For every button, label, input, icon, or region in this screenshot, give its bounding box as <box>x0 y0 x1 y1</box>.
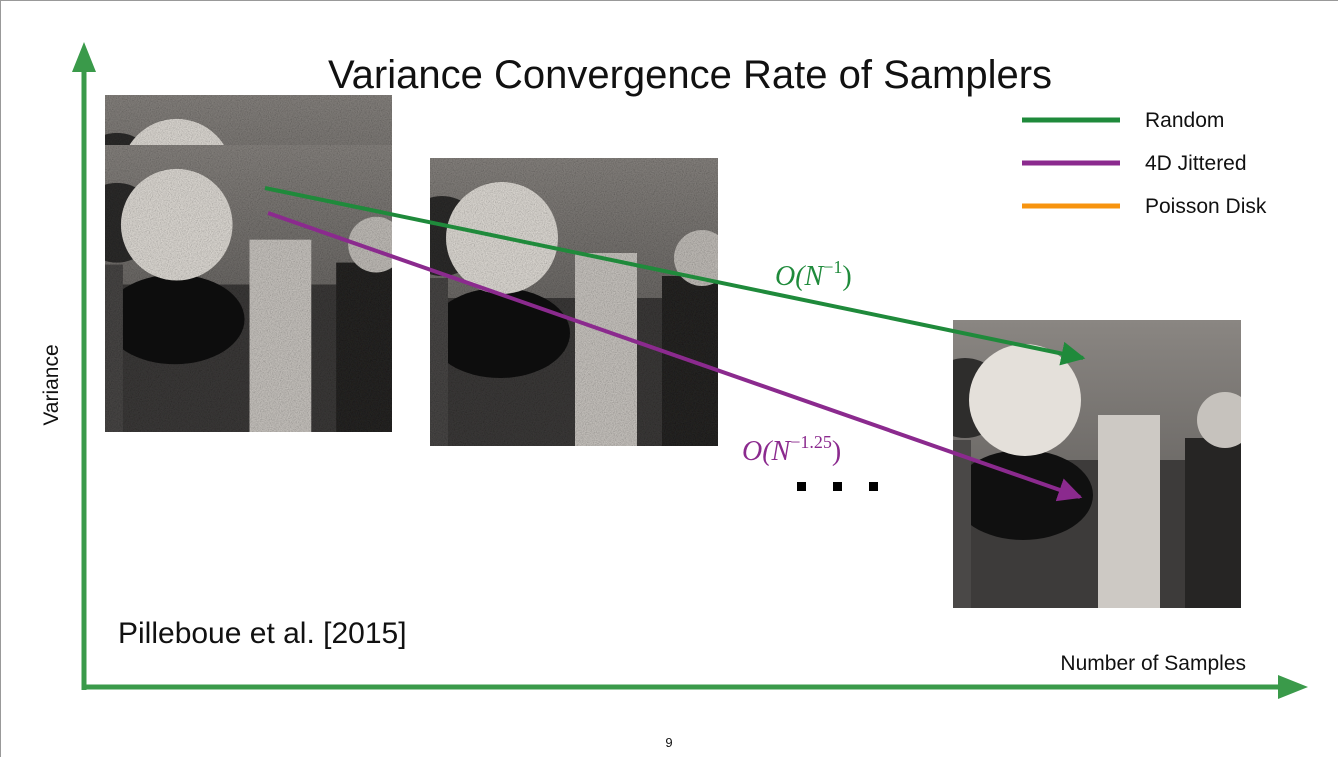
math-base: O(N <box>775 261 825 292</box>
legend: Random 4D Jittered Poisson Disk <box>1022 109 1267 218</box>
slide: Variance Convergence Rate of Samplers O(… <box>0 0 1338 757</box>
legend-label: Random <box>1145 109 1224 132</box>
ellipsis <box>797 482 878 491</box>
rate-annotation: O(N−1.25) <box>742 432 841 467</box>
math-base: O(N <box>742 436 792 467</box>
x-axis-label: Number of Samples <box>1060 652 1246 675</box>
page-number: 9 <box>665 735 672 750</box>
math-close: ) <box>842 261 851 292</box>
legend-label: Poisson Disk <box>1145 195 1267 218</box>
render-image <box>402 158 730 446</box>
render-image <box>925 320 1253 608</box>
citation: Pilleboue et al. [2015] <box>118 617 407 650</box>
math-exponent: −1.25 <box>790 432 832 452</box>
y-axis-arrow <box>72 42 96 72</box>
legend-label: 4D Jittered <box>1145 152 1247 175</box>
rate-annotation: O(N−1) <box>775 257 852 292</box>
title: Variance Convergence Rate of Samplers <box>328 53 1052 97</box>
math-close: ) <box>832 436 841 467</box>
render-image <box>77 145 404 432</box>
x-axis-arrow <box>1278 675 1308 699</box>
y-axis-label: Variance <box>40 344 63 425</box>
math-exponent: −1 <box>823 257 842 277</box>
